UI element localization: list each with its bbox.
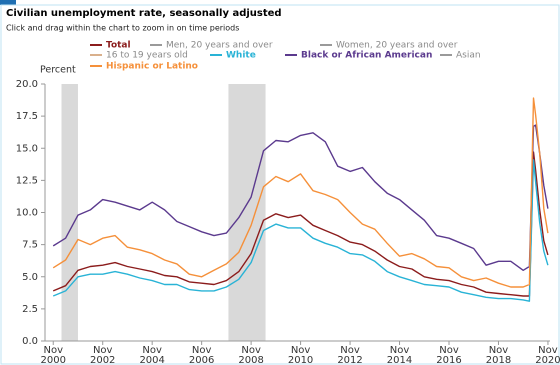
series-line	[52, 159, 549, 302]
y-tick-label: 10.0	[16, 208, 38, 219]
legend-label: Black or African American	[301, 51, 432, 61]
x-tick-label: Nov 2014	[386, 345, 413, 365]
legend-label: White	[226, 51, 256, 61]
legend-label: Hispanic or Latino	[106, 62, 198, 72]
y-tick-label: 15.0	[16, 143, 38, 154]
legend-label: Women, 20 years and over	[336, 41, 458, 51]
y-tick-label: 7.5	[22, 240, 38, 251]
x-tick-label: Nov 2008	[238, 345, 264, 365]
x-tick-label: Nov 2004	[139, 345, 165, 365]
legend-label: Men, 20 years and over	[166, 41, 273, 51]
legend-label: 16 to 19 years old	[106, 51, 188, 61]
y-tick-label: 0.0	[22, 336, 38, 347]
series-line	[52, 97, 549, 288]
legend-label: Asian	[456, 51, 481, 61]
y-tick-label: 20.0	[16, 79, 38, 90]
y-tick-label: 2.5	[22, 304, 38, 315]
x-tick-label: Nov 2016	[436, 345, 462, 365]
recession-band	[61, 84, 78, 341]
chart-border	[0, 4, 560, 365]
y-tick-label: 17.5	[16, 111, 38, 122]
recession-band	[228, 84, 266, 341]
chart-subtitle: Click and drag within the chart to zoom …	[6, 24, 239, 33]
x-tick-label: Nov 2020	[535, 345, 560, 365]
y-tick-label: 5.0	[22, 272, 38, 283]
tab-marker	[0, 0, 16, 5]
x-tick-label: Nov 2002	[89, 345, 116, 365]
chart-title: Civilian unemployment rate, seasonally a…	[6, 8, 282, 19]
series-line	[52, 124, 549, 271]
x-tick-label: Nov 2010	[287, 345, 314, 365]
legend-label: Total	[106, 41, 131, 51]
series-line	[52, 151, 549, 297]
y-tick-label: 12.5	[16, 175, 38, 186]
x-tick-label: Nov 2006	[188, 345, 215, 365]
x-tick-label: Nov 2012	[337, 345, 363, 365]
x-tick-label: Nov 2018	[485, 345, 512, 365]
y-axis-label: Percent	[40, 65, 76, 76]
x-tick-label: Nov 2000	[40, 345, 66, 365]
